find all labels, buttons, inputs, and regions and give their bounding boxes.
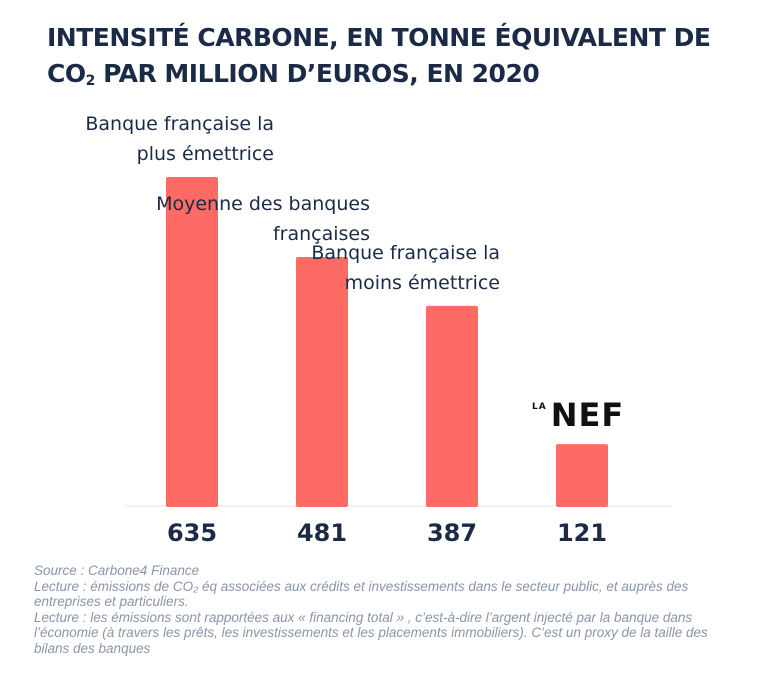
bar-1	[296, 257, 348, 507]
bar-3	[556, 444, 608, 507]
bar-0	[166, 177, 218, 507]
la-nef-logo: LA NEF	[532, 398, 624, 432]
value-label-2: 387	[427, 519, 477, 547]
source-note: Source : Carbone4 Finance	[34, 563, 200, 578]
category-labels-group: Banque française la plus émettrice Moyenne…	[85, 113, 500, 294]
reading-note-2: Lecture : les émissions sont rapportées …	[34, 609, 708, 656]
category-label-1: Moyenne des banques françaises	[156, 193, 370, 245]
chart-title: INTENSITÉ CARBONE, EN TONNE ÉQUIVALENT D…	[47, 20, 747, 99]
title-suffix: PAR MILLION D’EUROS, EN 2020	[94, 59, 540, 88]
title-prefix: INTENSITÉ CARBONE, EN TONNE ÉQUIVALENT D…	[47, 23, 711, 88]
title-subscript: 2	[85, 73, 96, 89]
logo-nef-text: NEF	[550, 396, 625, 434]
value-label-3: 121	[557, 519, 607, 547]
category-label-2: Banque française la moins émettrice	[311, 242, 500, 294]
bar-chart: Banque française la plus émettrice Moyenne…	[85, 113, 672, 547]
value-label-1: 481	[297, 519, 347, 547]
bar-2	[426, 305, 478, 507]
category-label-0: Banque française la plus émettrice	[85, 113, 274, 165]
reading-note-1: Lecture : émissions de CO₂ éq associées …	[34, 578, 689, 610]
value-label-0: 635	[167, 519, 217, 547]
value-labels-group: 635 481 387 121	[167, 519, 607, 547]
bars-group	[166, 177, 608, 507]
footnotes: Source : Carbone4 Finance Lecture : émis…	[34, 563, 734, 656]
logo-la-text: LA	[532, 402, 547, 412]
